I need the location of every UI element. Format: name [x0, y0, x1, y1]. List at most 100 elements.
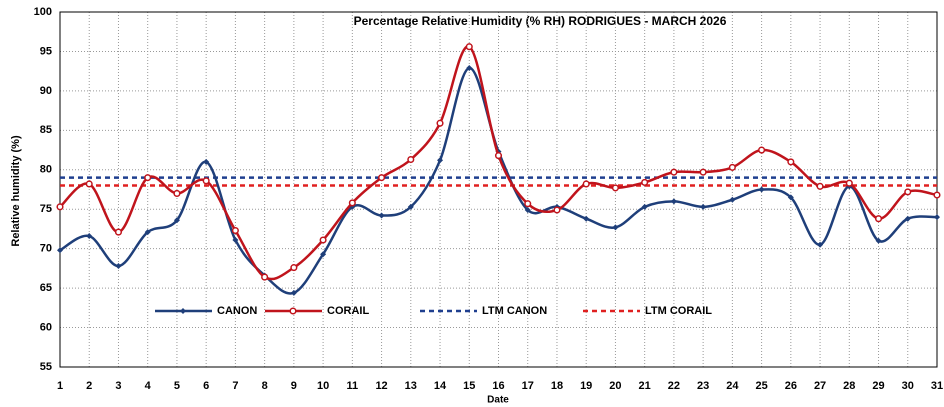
point — [758, 146, 766, 154]
y-tick-label: 95 — [40, 45, 52, 57]
y-tick-label: 70 — [40, 243, 52, 255]
point — [934, 214, 940, 221]
point — [378, 174, 386, 182]
x-tick-label: 7 — [232, 380, 238, 392]
point — [524, 200, 532, 208]
point — [86, 233, 93, 240]
point — [641, 178, 649, 186]
point — [874, 215, 883, 223]
x-tick-label: 27 — [814, 380, 826, 392]
point — [319, 236, 327, 244]
point — [524, 207, 531, 214]
x-tick-label: 20 — [609, 380, 621, 392]
point — [583, 215, 590, 222]
point — [320, 251, 327, 258]
point — [378, 212, 385, 219]
x-tick-label: 30 — [902, 380, 914, 392]
point — [232, 236, 239, 243]
x-tick-label: 4 — [145, 380, 152, 392]
y-tick-label: 80 — [40, 164, 52, 176]
x-tick-label: 1 — [57, 380, 63, 392]
point — [173, 217, 180, 224]
x-tick-label: 26 — [785, 380, 797, 392]
x-tick-label: 17 — [522, 380, 534, 392]
legend-label: LTM CANON — [482, 305, 547, 317]
point — [290, 289, 297, 296]
y-tick-label: 55 — [40, 361, 52, 373]
x-tick-label: 29 — [872, 380, 884, 392]
x-tick-label: 13 — [405, 380, 417, 392]
point — [407, 203, 414, 210]
x-tick-label: 10 — [317, 380, 329, 392]
point — [611, 184, 619, 192]
x-tick-label: 6 — [203, 380, 209, 392]
chart-title: Percentage Relative Humidity (% RH) RODR… — [354, 14, 727, 28]
y-tick-label: 90 — [40, 85, 52, 97]
point — [56, 203, 64, 211]
x-tick-label: 22 — [668, 380, 680, 392]
point — [758, 186, 765, 193]
x-tick-label: 28 — [843, 380, 855, 392]
point — [202, 177, 210, 185]
point — [845, 179, 853, 187]
x-tick-label: 23 — [697, 380, 709, 392]
legend-label: CANON — [217, 305, 257, 317]
point — [553, 206, 561, 214]
y-tick-label: 75 — [40, 203, 52, 215]
point — [290, 264, 298, 272]
point — [612, 224, 619, 231]
point — [875, 237, 882, 244]
x-tick-label: 15 — [463, 380, 475, 392]
legend-marker — [289, 307, 297, 315]
x-tick-label: 19 — [580, 380, 592, 392]
x-tick-label: 2 — [86, 380, 92, 392]
point — [494, 152, 503, 160]
point — [465, 43, 473, 51]
x-tick-label: 5 — [174, 380, 180, 392]
x-axis-label: Date — [487, 395, 509, 406]
point — [144, 229, 151, 236]
point — [817, 241, 824, 248]
point — [114, 228, 123, 236]
x-tick-label: 12 — [375, 380, 387, 392]
x-tick-label: 14 — [434, 380, 447, 392]
x-tick-label: 31 — [931, 380, 943, 392]
point — [173, 189, 181, 197]
point — [436, 119, 444, 127]
point — [816, 182, 824, 190]
point — [348, 199, 356, 207]
point — [115, 263, 122, 270]
point — [144, 174, 152, 182]
y-axis-label: Relative humidity (%) — [10, 135, 22, 247]
x-tick-label: 11 — [347, 380, 359, 392]
point — [904, 188, 912, 196]
point — [933, 191, 941, 199]
point — [437, 157, 444, 164]
x-tick-label: 25 — [755, 380, 767, 392]
x-tick-label: 21 — [639, 380, 651, 392]
point — [670, 198, 677, 205]
point — [670, 168, 678, 176]
point — [641, 203, 648, 210]
point — [466, 65, 473, 72]
x-tick-label: 9 — [291, 380, 297, 392]
legend-label: CORAIL — [327, 305, 369, 317]
point — [699, 168, 707, 176]
x-tick-label: 3 — [115, 380, 121, 392]
x-tick-label: 24 — [726, 380, 739, 392]
point — [231, 226, 239, 235]
y-tick-label: 65 — [40, 282, 52, 294]
point — [261, 273, 269, 281]
point — [203, 158, 210, 165]
legend-marker — [180, 308, 186, 314]
point — [787, 158, 795, 166]
point — [904, 215, 911, 222]
point — [787, 194, 794, 201]
x-tick-label: 8 — [262, 380, 268, 392]
point — [57, 247, 63, 254]
y-tick-label: 60 — [40, 321, 52, 333]
y-tick-label: 100 — [34, 6, 52, 18]
point — [407, 155, 415, 164]
